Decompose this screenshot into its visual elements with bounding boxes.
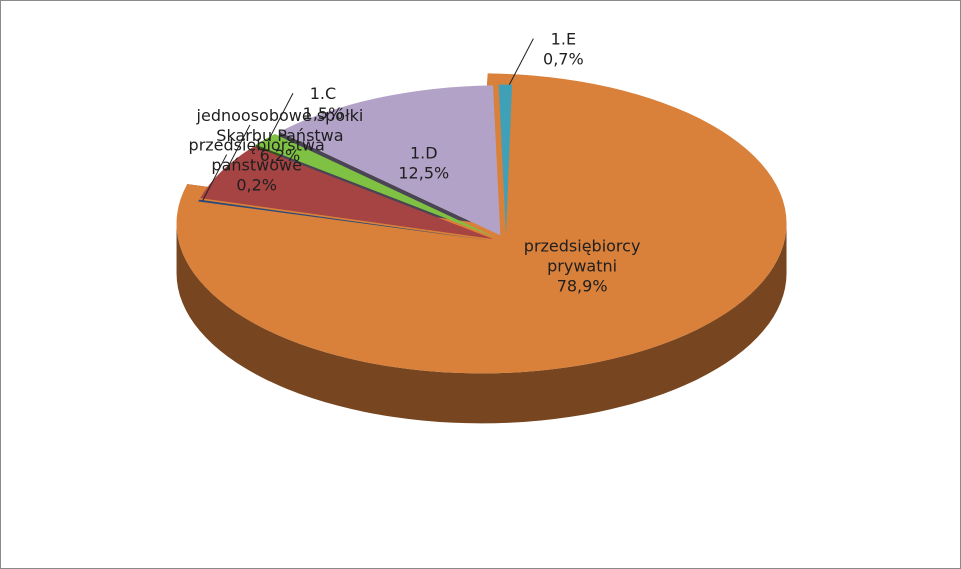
leader-line-przedsie-biorstwa-pan-stwowe	[202, 154, 228, 201]
category-label-przedsie-biorcy-prywatni: przedsiębiorcy	[524, 236, 641, 255]
category-label-jednoosobowe-spo-ki-skarbu-pan-stwa: Skarbu Państwa	[216, 126, 343, 145]
data-label-1-e: 0,7%	[543, 50, 584, 69]
category-label-1-e: 1.E	[551, 30, 576, 49]
slice-side-przedsie-biorcy-prywatni	[176, 223, 787, 424]
data-label-przedsie-biorstwa-pan-stwowe: 0,2%	[236, 176, 277, 195]
category-label-1-d: 1.D	[410, 143, 438, 162]
category-label-przedsie-biorcy-prywatni: prywatni	[547, 256, 617, 275]
data-label-przedsie-biorcy-prywatni: 78,9%	[557, 276, 608, 295]
category-label-przedsie-biorstwa-pan-stwowe: państwowe	[211, 156, 302, 175]
slice-tops	[176, 73, 787, 374]
data-label-1-d: 12,5%	[398, 163, 449, 182]
data-label-jednoosobowe-spo-ki-skarbu-pan-stwa: 6,2%	[260, 146, 301, 165]
data-label-1-c: 1,5%	[303, 104, 344, 123]
slice-1-c	[255, 134, 496, 238]
slice-jednoosobowe-spo-ki-skarbu-pan-stwa	[200, 146, 494, 240]
category-label-jednoosobowe-spo-ki-skarbu-pan-stwa: jednoosobowe spółki	[196, 106, 364, 125]
slice-1-d	[279, 85, 501, 236]
category-label-przedsie-biorstwa-pan-stwowe: przedsiębiorstwa	[189, 136, 325, 155]
leader-line-jednoosobowe-spo-ki-skarbu-pan-stwa	[225, 124, 251, 172]
slice-przedsie-biorstwa-pan-stwowe	[198, 199, 493, 241]
slice-1-e	[498, 84, 513, 235]
leader-line-1-c	[268, 93, 294, 140]
leader-line-1-e	[508, 38, 534, 85]
category-label-1-c: 1.C	[310, 84, 336, 103]
